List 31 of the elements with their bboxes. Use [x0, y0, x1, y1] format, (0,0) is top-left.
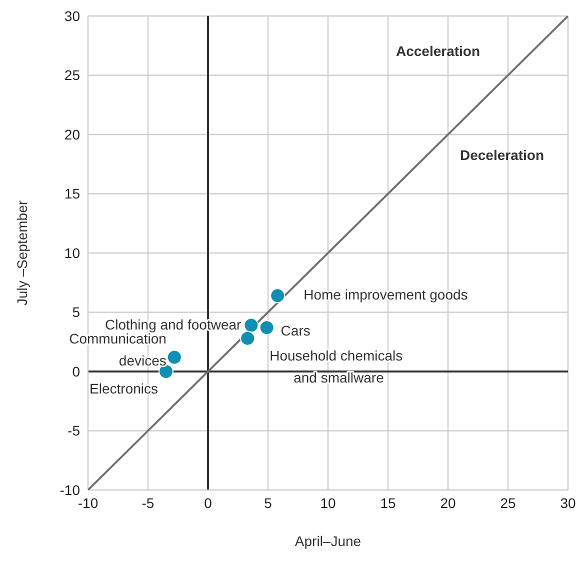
y-tick-label: 0 [72, 363, 80, 380]
y-axis-title: July –September [14, 200, 30, 306]
y-tick-label: -5 [68, 422, 80, 439]
point [270, 288, 286, 304]
y-tick-label: 15 [64, 186, 80, 202]
point [259, 320, 274, 336]
x-tick-label: 10 [320, 494, 336, 511]
y-tick-label: 5 [72, 304, 80, 320]
y-tick-label: -10 [60, 482, 80, 498]
point [158, 364, 174, 379]
annotation: Acceleration [396, 43, 480, 59]
annotation: Deceleration [460, 147, 544, 163]
annotation: Electronics [90, 380, 158, 396]
y-tick-label: 20 [64, 126, 80, 142]
point [240, 330, 256, 346]
annotation: Cars [280, 322, 310, 339]
x-tick-label: -5 [142, 494, 154, 511]
x-axis-title: April–June [294, 533, 362, 549]
x-tick-label: 5 [264, 494, 272, 511]
y-tick-label: 25 [64, 67, 80, 84]
y-tick-label: 10 [64, 244, 80, 261]
x-tick-label: 30 [560, 494, 576, 511]
annotation: Household chemicals and smallware [270, 347, 403, 386]
x-tick-label: 25 [500, 494, 516, 511]
annotation: Home improvement goods [304, 286, 468, 303]
x-tick-label: 20 [440, 494, 456, 511]
y-tick-label: 30 [64, 8, 80, 24]
x-tick-label: 0 [204, 494, 212, 511]
point [244, 318, 259, 333]
x-tick-label: 15 [380, 494, 396, 511]
point [166, 350, 182, 365]
